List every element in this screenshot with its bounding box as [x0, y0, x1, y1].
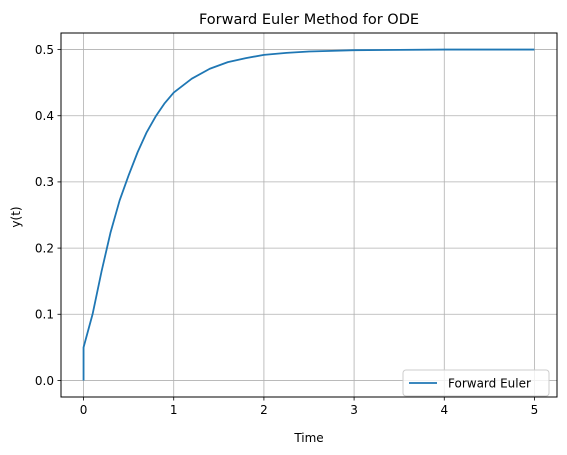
chart-title: Forward Euler Method for ODE — [199, 12, 419, 28]
x-tick-label: 3 — [350, 403, 358, 417]
x-tick-label: 4 — [440, 403, 448, 417]
y-tick-label: 0.5 — [35, 43, 54, 57]
y-tick-label: 0.1 — [35, 308, 54, 322]
legend-label: Forward Euler — [448, 377, 531, 391]
legend: Forward Euler — [402, 369, 550, 397]
legend-box — [402, 369, 550, 397]
x-tick-label: 0 — [80, 403, 88, 417]
series-layer — [82, 48, 535, 381]
plot-background — [61, 33, 557, 397]
y-tick-label: 0.0 — [35, 374, 54, 388]
grid — [61, 33, 557, 397]
y-tick-label: 0.4 — [35, 109, 54, 123]
y-tick-label: 0.3 — [35, 175, 54, 189]
plot-area: 0 1 2 3 4 5 0.0 0.1 0.2 0.3 0.4 0.5 — [35, 32, 558, 417]
ticks: 0 1 2 3 4 5 0.0 0.1 0.2 0.3 0.4 0.5 — [35, 43, 538, 417]
x-tick-label: 2 — [260, 403, 268, 417]
x-tick-label: 5 — [531, 403, 539, 417]
plot-frame — [60, 32, 558, 398]
x-axis-label: Time — [293, 431, 323, 445]
y-axis-label: y(t) — [9, 206, 23, 227]
y-tick-label: 0.2 — [35, 241, 54, 255]
x-tick-label: 1 — [170, 403, 178, 417]
series-line-0 — [82, 48, 535, 381]
